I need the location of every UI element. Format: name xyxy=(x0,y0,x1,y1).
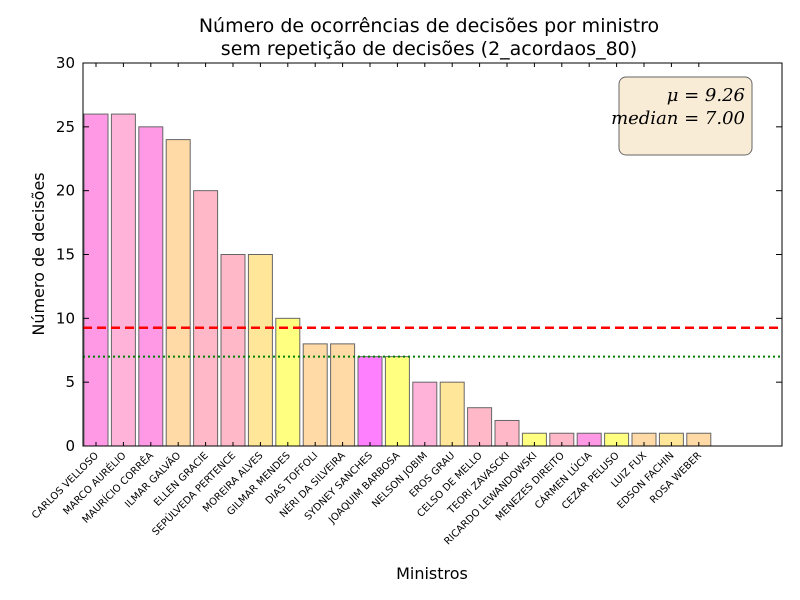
y-tick-label: 15 xyxy=(56,246,75,264)
bar-13 xyxy=(412,381,438,447)
bar-12 xyxy=(384,356,410,447)
y-axis: 0 5 10 15 20 25 30 xyxy=(56,54,782,455)
chart-title: Número de ocorrências de decisões por mi… xyxy=(199,15,659,37)
y-tick-label: 0 xyxy=(65,437,75,455)
bar-1 xyxy=(83,113,109,447)
bar-2 xyxy=(110,113,136,447)
bar-9 xyxy=(302,343,328,447)
stats-median-text: median = 7.00 xyxy=(611,108,745,129)
y-tick-label: 5 xyxy=(65,373,75,391)
bar-10 xyxy=(330,343,356,447)
stats-box-background xyxy=(618,76,753,156)
y-tick-label: 25 xyxy=(56,118,75,136)
bar-15 xyxy=(467,407,493,447)
bar-8 xyxy=(275,317,301,447)
bar-3 xyxy=(138,126,164,447)
reference-lines xyxy=(83,326,782,358)
y-tick-label: 30 xyxy=(56,54,75,72)
bars-group xyxy=(83,113,712,447)
stats-mean-text: μ = 9.26 xyxy=(667,85,745,106)
bar-6 xyxy=(220,254,246,447)
y-tick-label: 20 xyxy=(56,182,75,200)
x-tick-label: ROSA WEBER xyxy=(648,450,704,506)
stats-box: μ = 9.26 median = 7.00 xyxy=(611,76,753,156)
y-tick-label: 10 xyxy=(56,309,75,327)
bar-11 xyxy=(357,356,383,447)
chart-subtitle: sem repetição de decisões (2_acordaos_80… xyxy=(221,38,637,60)
x-axis-label: Ministros xyxy=(396,564,468,583)
y-axis-label: Número de decisões xyxy=(29,172,48,335)
bar-7 xyxy=(247,254,273,447)
bar-14 xyxy=(439,381,465,447)
bar-5 xyxy=(193,190,219,447)
bar-4 xyxy=(165,139,191,447)
